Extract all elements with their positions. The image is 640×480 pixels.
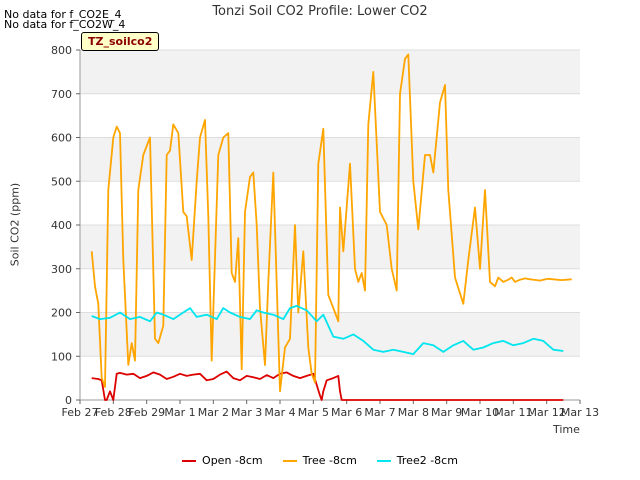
site-badge[interactable]: TZ_soilco2 bbox=[81, 32, 160, 51]
x-tick-label: Feb 29 bbox=[128, 406, 165, 419]
x-tick-label: Mar 7 bbox=[364, 406, 395, 419]
plot-band bbox=[80, 137, 580, 182]
x-tick-label: Mar 10 bbox=[461, 406, 499, 419]
series-line-open-8cm bbox=[91, 370, 564, 401]
y-tick-label: 400 bbox=[51, 219, 72, 232]
x-tick-label: Mar 11 bbox=[494, 406, 532, 419]
y-tick-label: 700 bbox=[51, 88, 72, 101]
legend: Open -8cm Tree -8cm Tree2 -8cm bbox=[0, 454, 640, 467]
chart-title: Tonzi Soil CO2 Profile: Lower CO2 bbox=[212, 4, 428, 19]
x-tick-label: Mar 5 bbox=[298, 406, 329, 419]
y-tick-label: 300 bbox=[51, 263, 72, 276]
x-tick-label: Mar 12 bbox=[528, 406, 566, 419]
x-tick-label: Mar 4 bbox=[264, 406, 295, 419]
x-tick-label: Mar 2 bbox=[198, 406, 229, 419]
x-tick-label: Mar 3 bbox=[231, 406, 262, 419]
plot-band bbox=[80, 181, 580, 225]
y-tick-label: 500 bbox=[51, 175, 72, 188]
x-tick-label: Mar 1 bbox=[164, 406, 195, 419]
x-tick-label: Mar 13 bbox=[561, 406, 599, 419]
y-tick-label: 100 bbox=[51, 350, 72, 363]
plot-band bbox=[80, 356, 580, 400]
legend-item-open[interactable]: Open -8cm bbox=[182, 454, 263, 467]
x-tick-label: Mar 8 bbox=[398, 406, 429, 419]
legend-swatch-tree2 bbox=[376, 459, 391, 462]
nodata-note-2: No data for f_CO2W_4 bbox=[4, 18, 126, 31]
legend-swatch-tree bbox=[282, 459, 297, 462]
legend-label-open: Open -8cm bbox=[202, 454, 263, 467]
plot-band bbox=[80, 93, 580, 138]
legend-item-tree[interactable]: Tree -8cm bbox=[282, 454, 357, 467]
plot-band bbox=[80, 225, 580, 269]
x-axis-label: Time bbox=[553, 423, 580, 436]
plot-band bbox=[80, 50, 580, 94]
y-tick-label: 0 bbox=[65, 394, 72, 407]
x-tick-label: Feb 27 bbox=[62, 406, 99, 419]
legend-label-tree2: Tree2 -8cm bbox=[396, 454, 458, 467]
x-tick-label: Mar 9 bbox=[431, 406, 462, 419]
y-tick-label: 800 bbox=[51, 44, 72, 57]
x-tick-label: Mar 6 bbox=[331, 406, 362, 419]
series-line-tree-8cm bbox=[90, 53, 572, 393]
legend-label-tree: Tree -8cm bbox=[302, 454, 357, 467]
y-axis-label: Soil CO2 (ppm) bbox=[8, 182, 22, 267]
series-line-tree2-8cm bbox=[91, 304, 564, 356]
y-tick-label: 200 bbox=[51, 307, 72, 320]
legend-swatch-open bbox=[182, 459, 197, 462]
x-tick-label: Feb 28 bbox=[95, 406, 132, 419]
nodata-note-1: No data for f_CO2E_4 bbox=[4, 8, 122, 21]
y-tick-label: 600 bbox=[51, 132, 72, 145]
legend-item-tree2[interactable]: Tree2 -8cm bbox=[376, 454, 458, 467]
